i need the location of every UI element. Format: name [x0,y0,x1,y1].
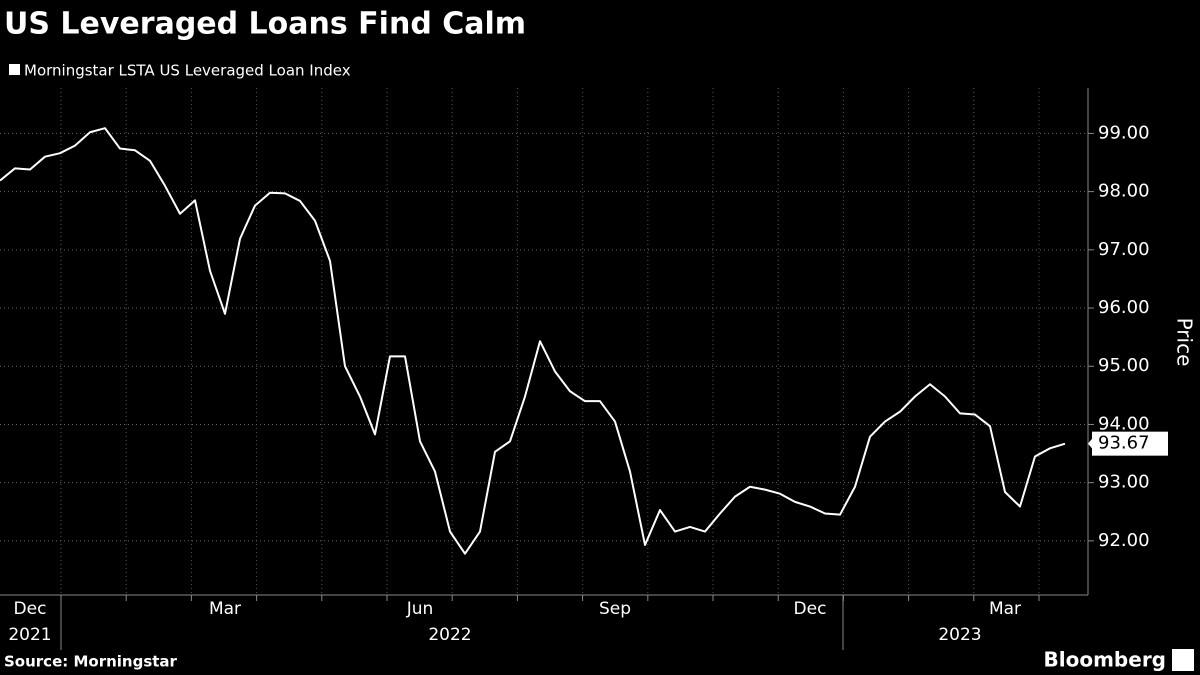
y-tick-label: 98.00 [1098,181,1150,202]
y-tick-label: 95.00 [1098,355,1150,376]
x-tick-label: Dec [14,599,47,619]
x-tick-label: Mar [209,599,241,619]
x-tick-label: Mar [989,599,1021,619]
x-year-label: 2023 [938,625,981,645]
source: Source: Morningstar [4,653,178,671]
last-value-pointer [1088,437,1093,450]
last-value-box [1092,431,1168,456]
y-tick-label: 93.00 [1098,472,1150,493]
x-tick-label: Sep [599,599,631,619]
legend-swatch [9,64,20,75]
y-tick-label: 96.00 [1098,297,1150,318]
value-label: 93.67 [1098,433,1150,454]
x-year-label: 2022 [428,625,471,645]
y-tick-label: 94.00 [1098,413,1150,434]
x-tick-label: Dec [794,599,827,619]
y-tick-label: 97.00 [1098,239,1150,260]
chart-title: US Leveraged Loans Find Calm [4,7,526,42]
y-tick-label: 99.00 [1098,122,1150,143]
legend-label: Morningstar LSTA US Leveraged Loan Index [24,62,351,80]
x-tick-label: Jun [406,599,434,619]
x-year-label: 2021 [8,625,51,645]
series-line [0,127,1066,555]
y-axis-title: Price [1173,318,1197,367]
y-tick-label: 92.00 [1098,530,1150,551]
brand-logo [1172,649,1194,671]
brand: Bloomberg [1044,648,1166,672]
